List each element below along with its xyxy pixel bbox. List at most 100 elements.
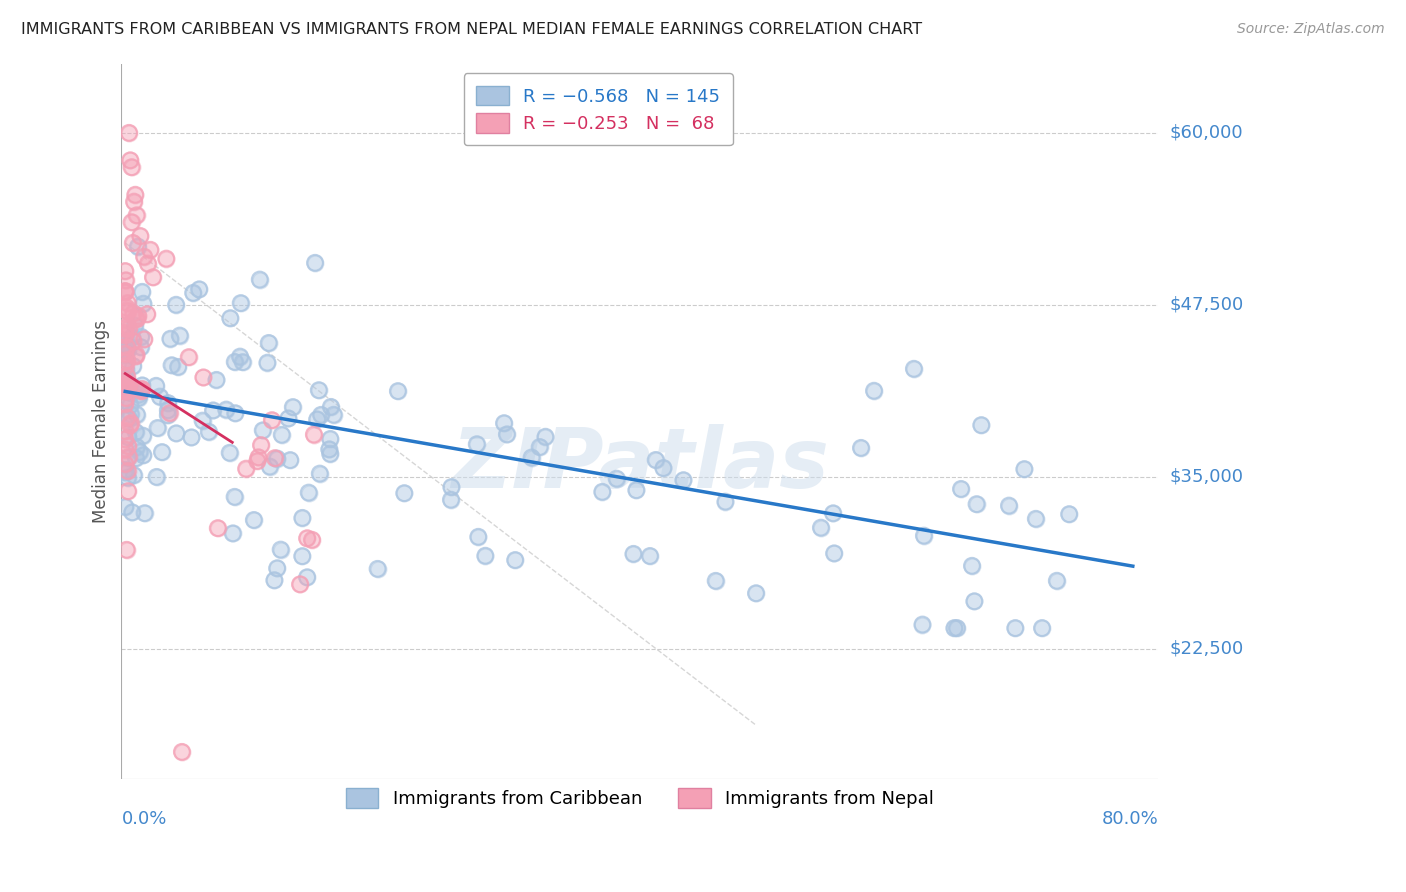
Point bbox=[114, 397, 136, 411]
Text: 0.0%: 0.0% bbox=[121, 810, 167, 828]
Point bbox=[946, 621, 969, 635]
Point bbox=[121, 505, 143, 519]
Point bbox=[157, 396, 180, 410]
Point bbox=[118, 321, 141, 335]
Point bbox=[117, 470, 139, 484]
Point bbox=[257, 335, 280, 350]
Point bbox=[114, 336, 136, 351]
Point bbox=[117, 439, 139, 453]
Point bbox=[652, 461, 675, 475]
Point bbox=[823, 546, 845, 560]
Point bbox=[114, 346, 136, 360]
Point bbox=[114, 284, 136, 298]
Point bbox=[157, 396, 180, 410]
Point bbox=[496, 427, 519, 442]
Point bbox=[301, 533, 323, 547]
Point bbox=[165, 426, 187, 441]
Point bbox=[118, 411, 141, 425]
Point bbox=[714, 494, 737, 508]
Point bbox=[260, 413, 283, 427]
Point bbox=[503, 553, 526, 567]
Point bbox=[529, 440, 551, 454]
Point bbox=[167, 359, 190, 374]
Point bbox=[114, 397, 136, 411]
Point bbox=[114, 384, 136, 399]
Point bbox=[114, 264, 136, 278]
Point bbox=[131, 384, 153, 398]
Point bbox=[114, 284, 136, 298]
Point bbox=[745, 586, 768, 600]
Point bbox=[131, 378, 153, 392]
Point bbox=[496, 427, 519, 442]
Point bbox=[115, 303, 138, 318]
Point bbox=[125, 408, 148, 422]
Point bbox=[114, 355, 136, 369]
Point bbox=[136, 307, 159, 321]
Point bbox=[1014, 462, 1036, 476]
Point bbox=[115, 410, 138, 425]
Point bbox=[114, 463, 136, 477]
Point bbox=[120, 386, 142, 401]
Point bbox=[120, 416, 142, 430]
Y-axis label: Median Female Earnings: Median Female Earnings bbox=[93, 320, 110, 524]
Point bbox=[1046, 574, 1069, 588]
Point bbox=[810, 521, 832, 535]
Point bbox=[911, 617, 934, 632]
Point bbox=[205, 373, 228, 387]
Point bbox=[606, 472, 628, 486]
Point bbox=[638, 549, 661, 563]
Point bbox=[114, 359, 136, 373]
Point bbox=[1057, 507, 1080, 521]
Point bbox=[246, 454, 269, 468]
Point bbox=[136, 307, 159, 321]
Point bbox=[249, 272, 271, 286]
Point bbox=[301, 533, 323, 547]
Point bbox=[319, 447, 342, 461]
Point bbox=[295, 531, 318, 545]
Point bbox=[149, 390, 172, 404]
Point bbox=[520, 450, 543, 465]
Point bbox=[131, 383, 153, 397]
Point bbox=[114, 355, 136, 369]
Point bbox=[252, 423, 274, 437]
Point bbox=[281, 400, 304, 414]
Point bbox=[129, 229, 152, 244]
Point bbox=[963, 594, 986, 608]
Point bbox=[115, 301, 138, 315]
Point bbox=[191, 414, 214, 428]
Point bbox=[440, 492, 463, 507]
Point bbox=[125, 348, 148, 362]
Point bbox=[626, 483, 648, 498]
Point bbox=[132, 448, 155, 462]
Point bbox=[155, 252, 177, 266]
Point bbox=[295, 570, 318, 584]
Point bbox=[120, 408, 142, 422]
Point bbox=[1004, 621, 1026, 635]
Point bbox=[114, 321, 136, 335]
Point bbox=[308, 383, 330, 397]
Point bbox=[114, 326, 136, 340]
Text: ZIPatlas: ZIPatlas bbox=[451, 424, 828, 505]
Point bbox=[115, 363, 138, 377]
Point bbox=[134, 332, 156, 346]
Point bbox=[114, 285, 136, 299]
Legend: Immigrants from Caribbean, Immigrants from Nepal: Immigrants from Caribbean, Immigrants fr… bbox=[336, 779, 943, 817]
Point bbox=[207, 521, 229, 535]
Point bbox=[193, 370, 215, 384]
Point bbox=[474, 549, 496, 563]
Point bbox=[250, 438, 273, 452]
Point bbox=[281, 400, 304, 414]
Point bbox=[259, 459, 281, 474]
Point bbox=[114, 375, 136, 389]
Point bbox=[159, 406, 181, 420]
Point bbox=[319, 400, 342, 414]
Point bbox=[117, 343, 139, 357]
Point bbox=[114, 285, 136, 299]
Point bbox=[714, 494, 737, 508]
Point bbox=[125, 348, 148, 362]
Point bbox=[270, 427, 292, 442]
Text: $47,500: $47,500 bbox=[1170, 296, 1243, 314]
Point bbox=[120, 153, 142, 168]
Point bbox=[308, 467, 330, 481]
Point bbox=[745, 586, 768, 600]
